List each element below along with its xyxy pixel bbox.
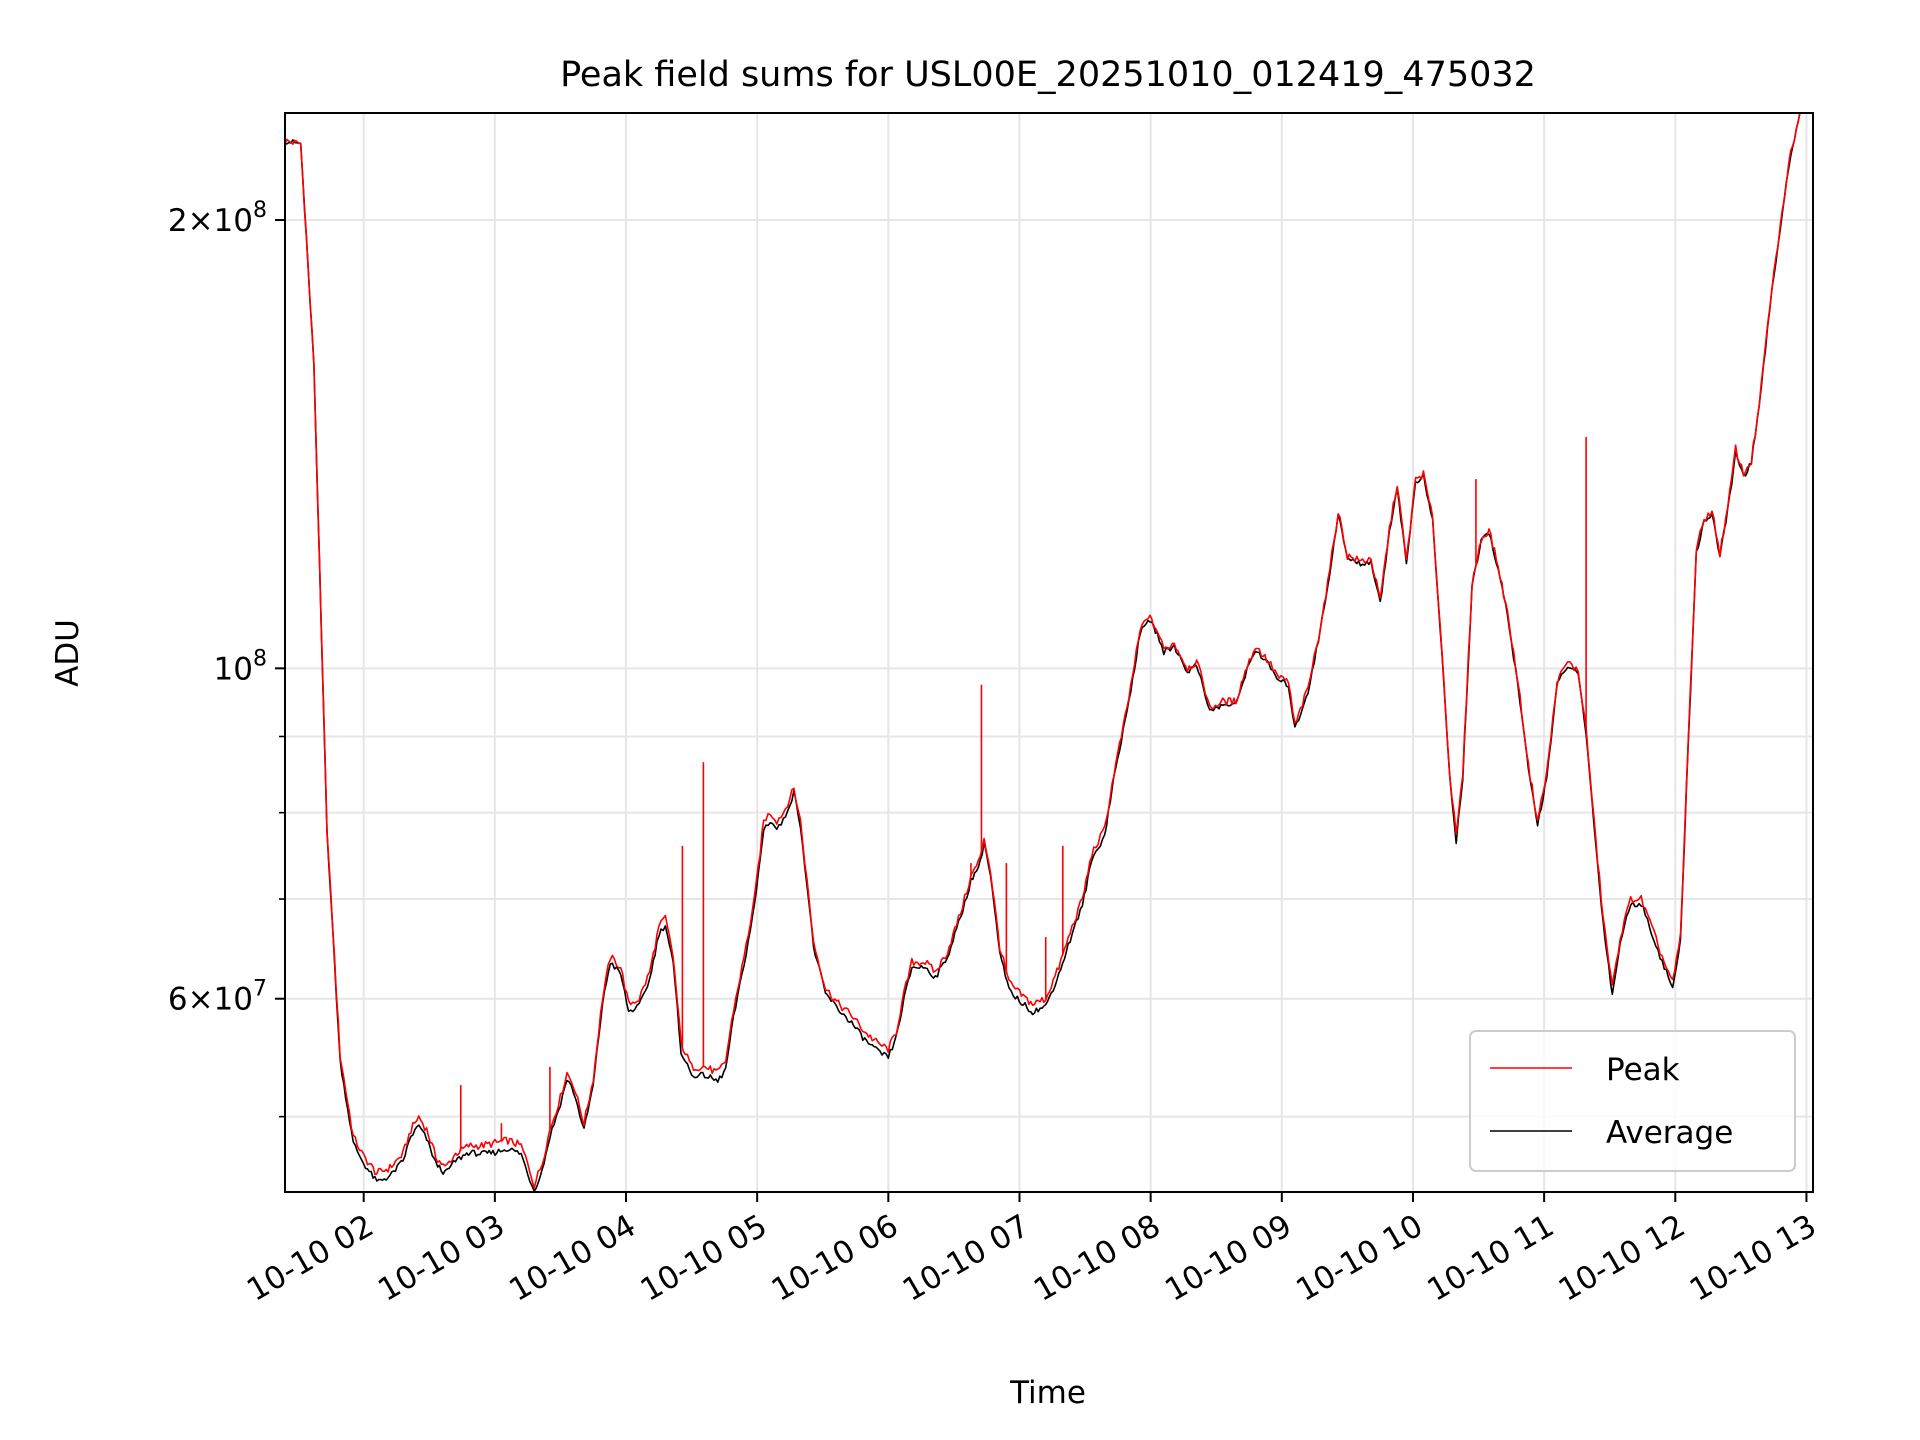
y-tick-label: 6×107 bbox=[168, 977, 267, 1018]
legend: Peak Average bbox=[1469, 1030, 1796, 1172]
y-axis-label: ADU bbox=[50, 619, 86, 687]
plot-frame bbox=[284, 112, 1814, 1193]
plot-area bbox=[285, 113, 1801, 1192]
legend-box bbox=[1469, 1030, 1796, 1172]
y-tick-label: 108 bbox=[214, 646, 267, 687]
legend-peak-label: Peak bbox=[1606, 1052, 1680, 1088]
y-tick-label: 2×108 bbox=[168, 198, 267, 239]
y-axis: 6×107 108 2×108 bbox=[168, 198, 285, 1118]
series-average-line bbox=[285, 113, 1801, 1192]
series-peak-line bbox=[285, 113, 1801, 1189]
legend-average-label: Average bbox=[1606, 1115, 1733, 1151]
chart-title: Peak field sums for USL00E_20251010_0124… bbox=[560, 55, 1536, 95]
x-axis-label: Time bbox=[1009, 1375, 1086, 1411]
